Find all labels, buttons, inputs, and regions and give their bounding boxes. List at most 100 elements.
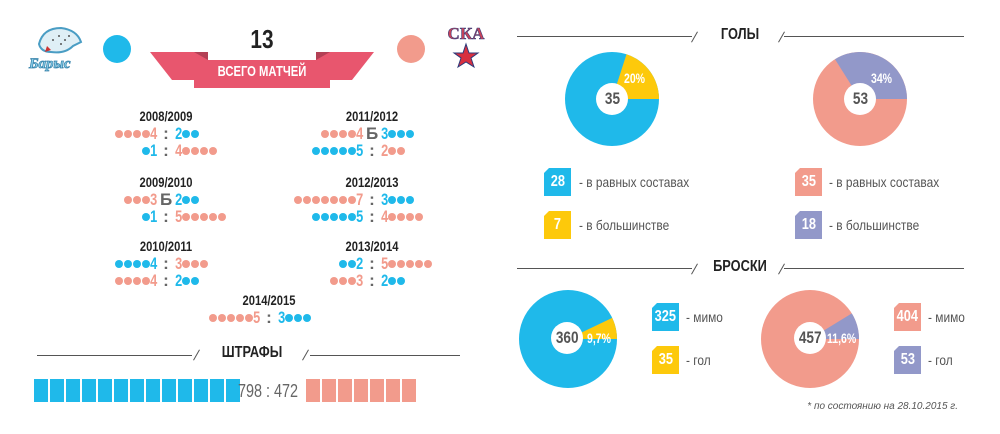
- section-divider: [517, 268, 692, 269]
- divider-slash: [691, 263, 698, 275]
- goal-count: 5: [175, 207, 183, 226]
- goals-right-even-badge: 35: [795, 168, 822, 196]
- goal-dots: [182, 259, 209, 268]
- goal-count: 2: [381, 141, 389, 160]
- divider-slash: [778, 263, 785, 275]
- score-separator: :: [369, 141, 375, 160]
- game-score: 1:4: [66, 142, 266, 159]
- goal-count: 5: [355, 141, 363, 160]
- svg-text:СКА: СКА: [448, 24, 486, 43]
- goal-dots: [114, 129, 150, 138]
- shots-right-total: 457: [794, 322, 826, 354]
- game-score: 3:2: [272, 272, 472, 289]
- goal-dots: [182, 195, 200, 204]
- shots-left-goal-label: - гол: [686, 352, 711, 368]
- penalty-bar: [82, 379, 96, 402]
- goal-count: 4: [381, 207, 389, 226]
- game-score: 4:2: [66, 125, 266, 142]
- shots-left-miss-badge: 325: [652, 303, 679, 331]
- score-separator: :: [163, 271, 169, 290]
- goal-dots: [285, 313, 312, 322]
- goal-count: 1: [149, 141, 157, 160]
- goal-count: 2: [175, 124, 183, 143]
- goal-count: 3: [175, 254, 183, 273]
- penalty-bar: [322, 379, 336, 402]
- shots-left-total: 360: [551, 322, 583, 354]
- season-title: 2013/2014: [345, 238, 399, 254]
- goals-left-total: 35: [596, 83, 628, 115]
- goal-dots: [311, 146, 356, 155]
- goal-dots: [338, 259, 356, 268]
- goal-dots: [388, 195, 415, 204]
- divider-slash: [691, 31, 698, 43]
- section-divider: [784, 36, 964, 37]
- season-block: 2010/2011 4:3 4:2: [66, 238, 266, 289]
- goal-dots: [114, 259, 150, 268]
- penalty-bar: [338, 379, 352, 402]
- season-block: 2009/2010 3 Б 2 1:5: [66, 174, 266, 225]
- shots-right-goal-badge: 53: [894, 346, 921, 374]
- penalty-bar: [66, 379, 80, 402]
- penalty-bar: [98, 379, 112, 402]
- season-block: 2008/2009 4:2 1:4: [66, 108, 266, 159]
- section-divider: [310, 355, 460, 356]
- penalty-bar: [386, 379, 400, 402]
- score-separator: :: [163, 141, 169, 160]
- team-left-color-dot: [103, 35, 131, 63]
- penalties-right-bars: [306, 379, 416, 402]
- penalty-bar: [306, 379, 320, 402]
- penalty-bar: [226, 379, 240, 402]
- penalty-bar: [130, 379, 144, 402]
- goal-dots: [182, 146, 218, 155]
- goal-count: 3: [278, 308, 286, 327]
- penalty-bar: [34, 379, 48, 402]
- season-block: 2013/2014 2:5 3:2: [272, 238, 472, 289]
- goal-dots: [141, 146, 150, 155]
- goal-dots: [293, 195, 356, 204]
- shots-right-miss-label: - мимо: [928, 309, 965, 325]
- penalty-bar: [354, 379, 368, 402]
- penalty-bar: [402, 379, 416, 402]
- goals-left-pp-label: - в большинстве: [579, 217, 670, 233]
- goal-count: 2: [175, 190, 183, 209]
- barys-logo-icon: Барыс: [28, 26, 83, 72]
- goals-left-even-label: - в равных составах: [579, 174, 690, 190]
- svg-text:Барыс: Барыс: [28, 56, 71, 72]
- penalty-bar: [146, 379, 160, 402]
- shots-left-miss-label: - мимо: [686, 309, 723, 325]
- score-separator: Б: [366, 124, 379, 143]
- game-score: 5:3: [169, 309, 369, 326]
- goal-dots: [311, 212, 356, 221]
- game-score: 4:3: [66, 255, 266, 272]
- season-title: 2012/2013: [345, 174, 399, 190]
- game-score: 5:2: [272, 142, 472, 159]
- season-title: 2008/2009: [139, 108, 193, 124]
- season-block: 2014/2015 5:3: [169, 292, 369, 326]
- game-score: 7:3: [272, 191, 472, 208]
- season-title: 2010/2011: [139, 238, 193, 254]
- goal-count: 3: [381, 124, 389, 143]
- goals-right-pp-label: - в большинстве: [829, 217, 920, 233]
- score-separator: Б: [160, 190, 173, 209]
- penalties-left-bars: [34, 379, 240, 402]
- goal-count: 4: [355, 124, 363, 143]
- goal-dots: [388, 146, 406, 155]
- goal-count: 5: [252, 308, 260, 327]
- team-right-color-dot: [397, 35, 425, 63]
- shots-right-goal-label: - гол: [928, 352, 953, 368]
- goal-count: 7: [355, 190, 363, 209]
- divider-slash: [193, 349, 200, 361]
- total-matches-label: ВСЕГО МАТЧЕЙ: [217, 63, 307, 80]
- goal-dots: [182, 212, 227, 221]
- goal-count: 4: [149, 124, 157, 143]
- ska-logo-icon: СКА: [447, 24, 486, 69]
- shots-left-pct: 9,7%: [587, 330, 611, 346]
- divider-slash: [778, 31, 785, 43]
- goal-count: 3: [355, 271, 363, 290]
- goal-count: 2: [355, 254, 363, 273]
- goals-left-pp-badge: 7: [544, 211, 571, 239]
- game-score: 5:4: [272, 208, 472, 225]
- season-block: 2012/2013 7:3 5:4: [272, 174, 472, 225]
- score-separator: :: [266, 308, 272, 327]
